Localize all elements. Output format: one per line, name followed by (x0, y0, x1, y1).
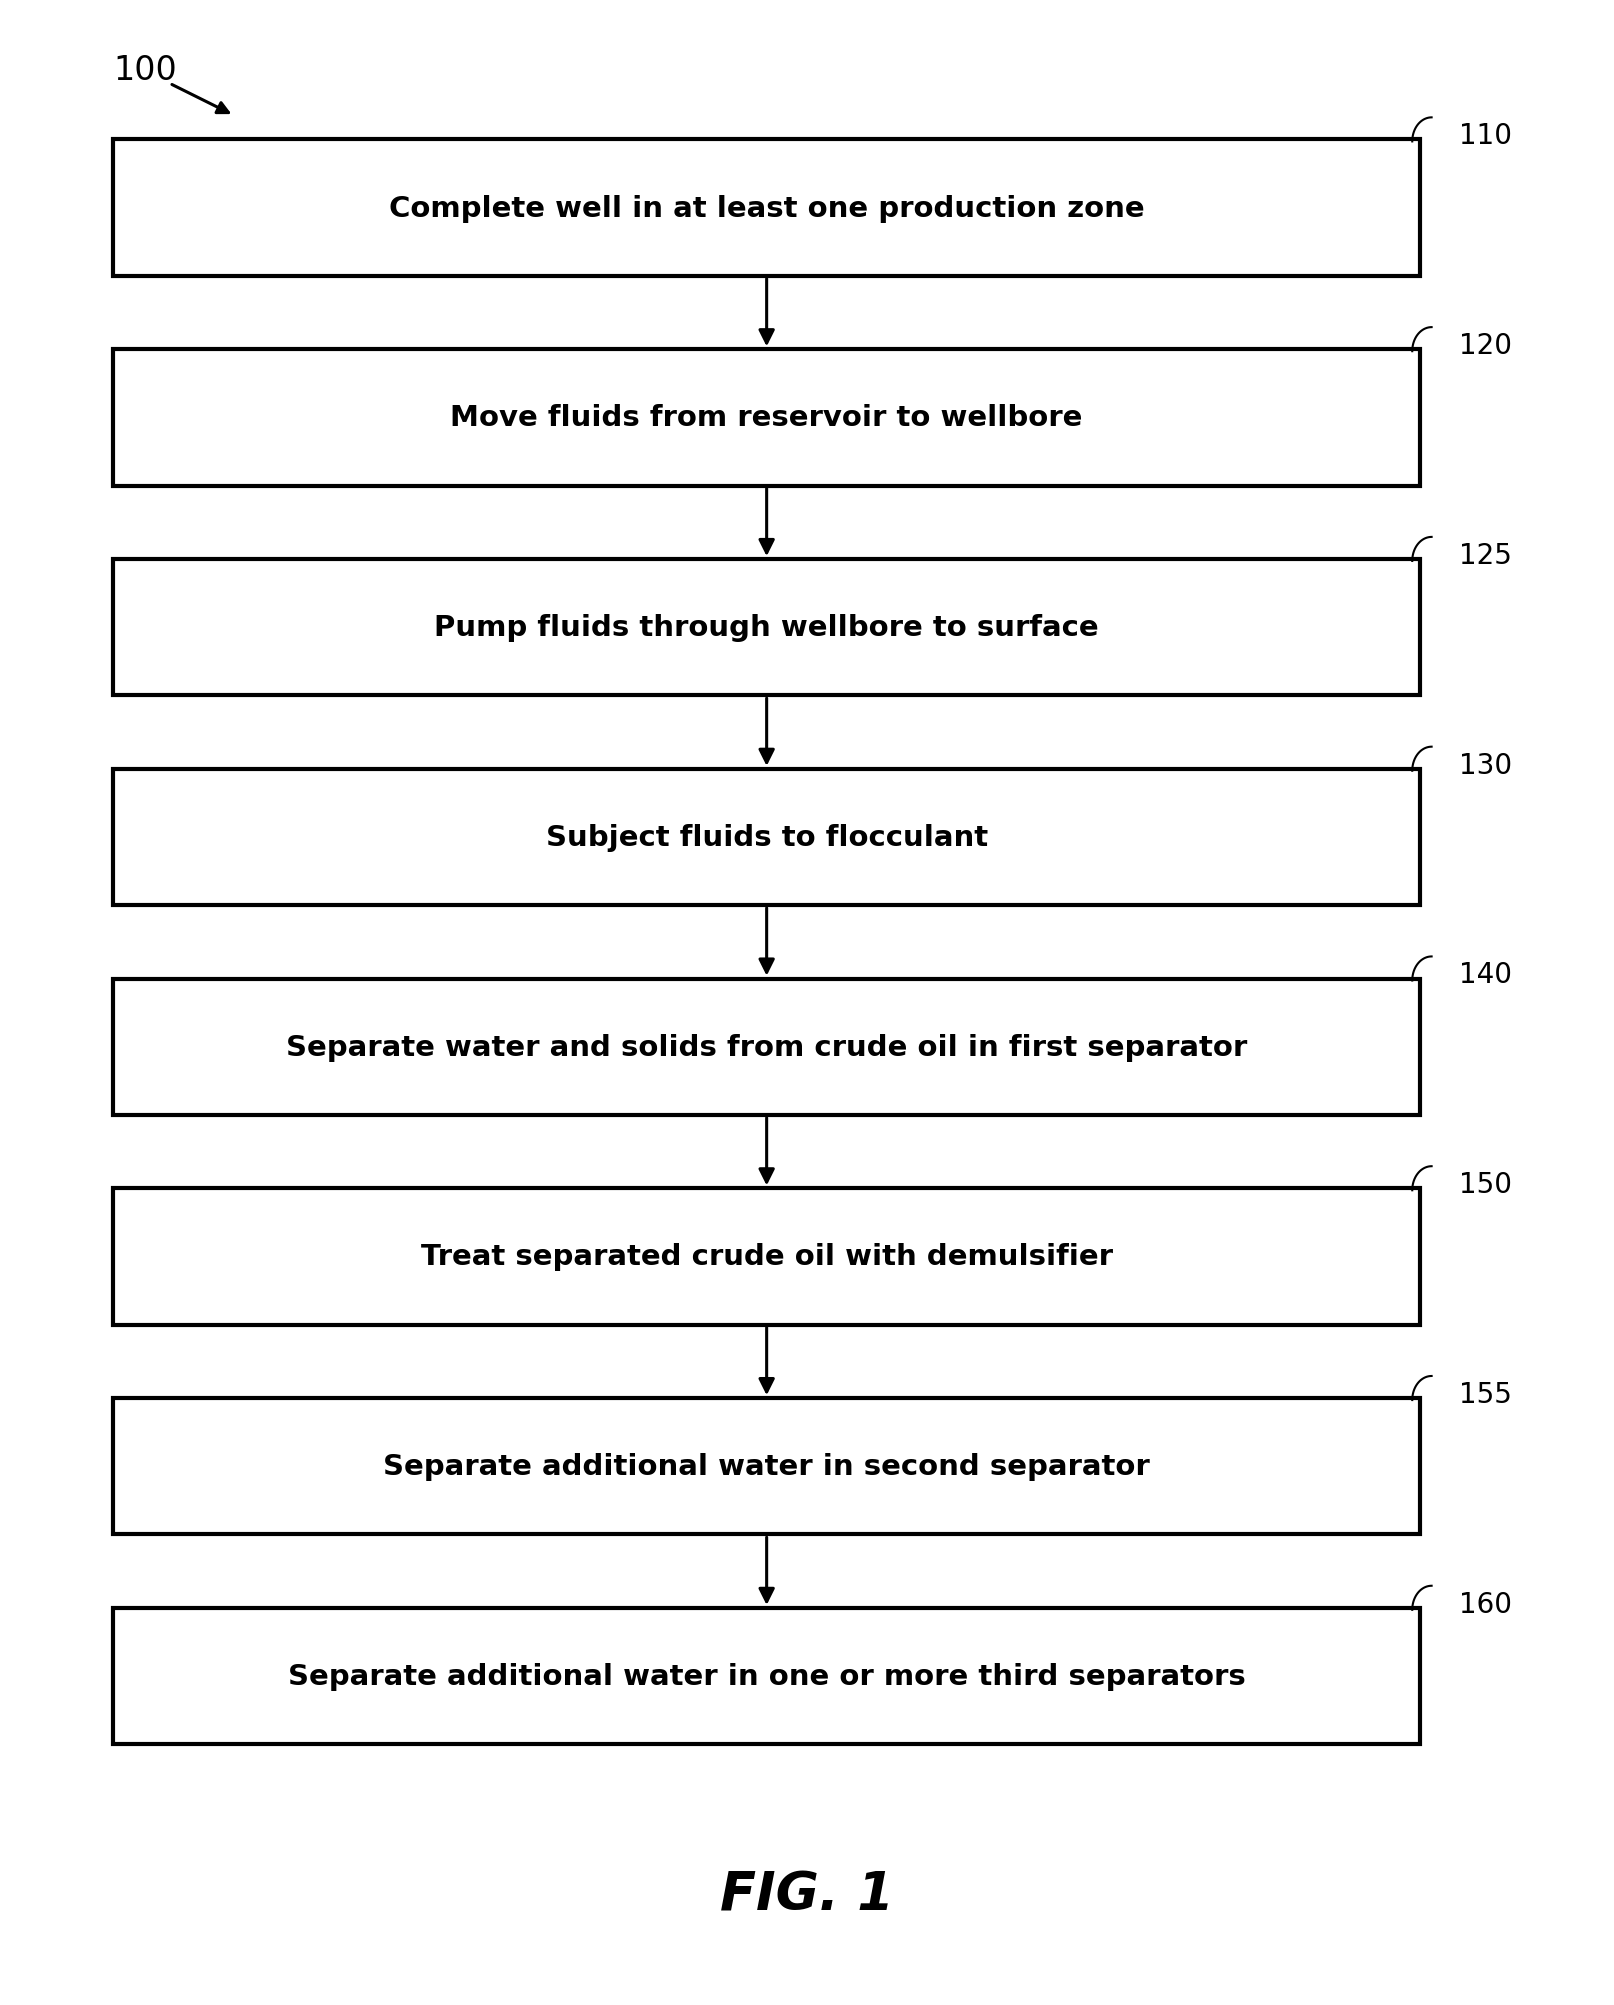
FancyBboxPatch shape (113, 1608, 1420, 1744)
Text: 140: 140 (1459, 960, 1512, 988)
Text: Treat separated crude oil with demulsifier: Treat separated crude oil with demulsifi… (421, 1243, 1112, 1271)
Text: 125: 125 (1459, 541, 1512, 569)
FancyBboxPatch shape (113, 770, 1420, 906)
Text: Separate additional water in one or more third separators: Separate additional water in one or more… (287, 1662, 1246, 1690)
Text: 110: 110 (1459, 122, 1512, 150)
FancyBboxPatch shape (113, 351, 1420, 487)
Text: FIG. 1: FIG. 1 (720, 1869, 894, 1921)
FancyBboxPatch shape (113, 1189, 1420, 1325)
Text: 120: 120 (1459, 333, 1512, 361)
Text: Pump fluids through wellbore to surface: Pump fluids through wellbore to surface (434, 614, 1099, 642)
FancyBboxPatch shape (113, 1397, 1420, 1534)
Text: 100: 100 (113, 54, 176, 86)
Text: 150: 150 (1459, 1171, 1512, 1199)
Text: Separate additional water in second separator: Separate additional water in second sepa… (383, 1452, 1151, 1480)
FancyBboxPatch shape (113, 559, 1420, 696)
Text: Move fluids from reservoir to wellbore: Move fluids from reservoir to wellbore (450, 405, 1083, 433)
Text: 160: 160 (1459, 1590, 1512, 1618)
Text: Complete well in at least one production zone: Complete well in at least one production… (389, 194, 1144, 223)
Text: 130: 130 (1459, 752, 1512, 780)
Text: 155: 155 (1459, 1379, 1512, 1408)
FancyBboxPatch shape (113, 140, 1420, 277)
Text: Subject fluids to flocculant: Subject fluids to flocculant (546, 824, 988, 852)
Text: Separate water and solids from crude oil in first separator: Separate water and solids from crude oil… (286, 1033, 1248, 1061)
FancyBboxPatch shape (113, 978, 1420, 1115)
